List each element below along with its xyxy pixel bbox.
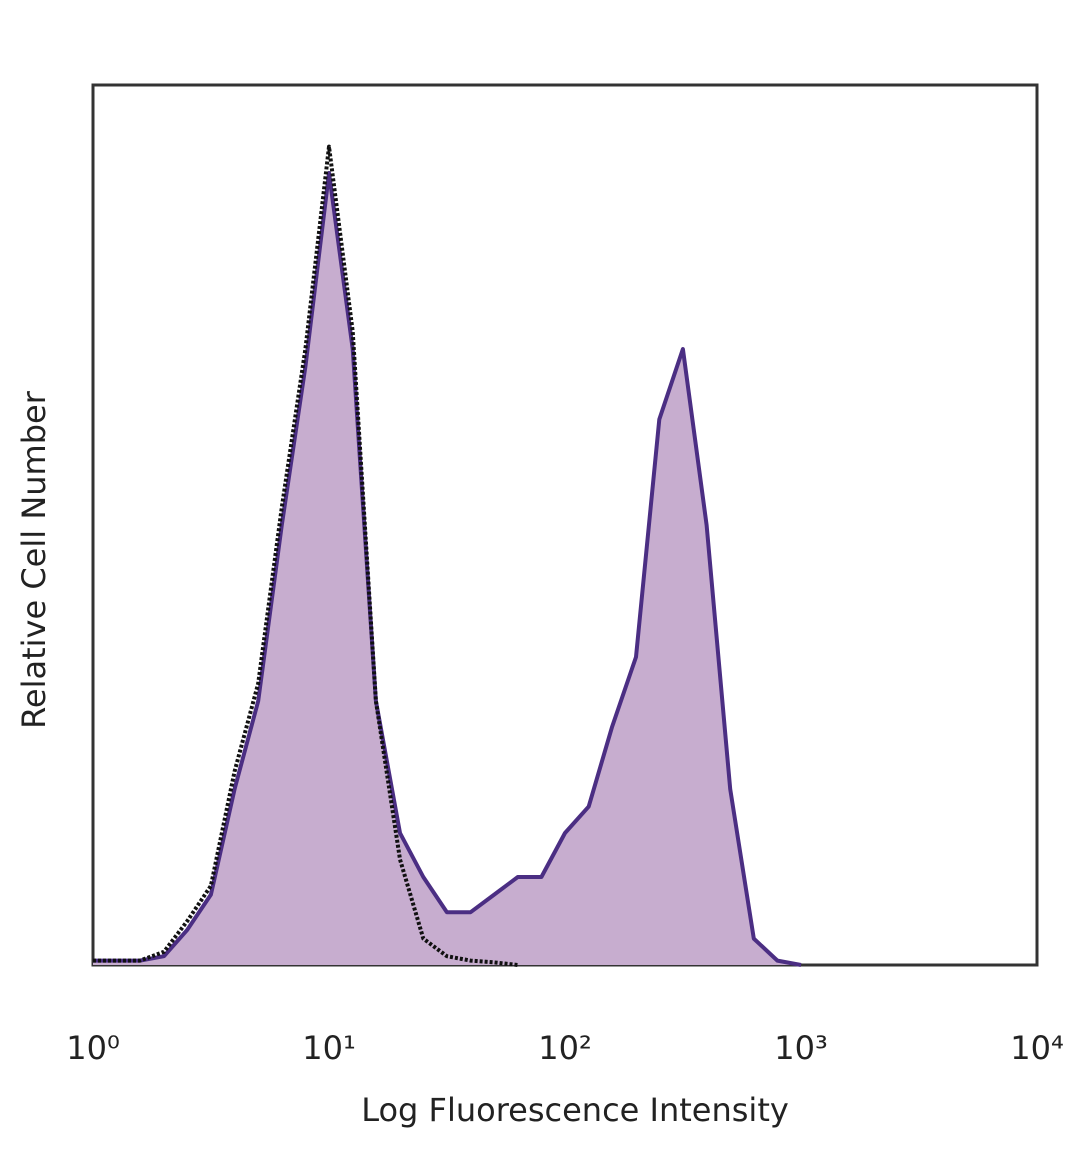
x-tick-label: 10⁰ — [66, 1029, 120, 1067]
x-tick-label: 10³ — [774, 1029, 828, 1067]
x-tick-label: 10² — [538, 1029, 592, 1067]
x-tick-label: 10¹ — [302, 1029, 356, 1067]
histogram-area — [93, 173, 801, 965]
y-axis-label: Relative Cell Number — [15, 390, 53, 729]
x-axis-label: Log Fluorescence Intensity — [361, 1091, 789, 1129]
histogram-line — [93, 144, 519, 967]
histogram-line — [93, 171, 802, 967]
x-tick-label: 10⁴ — [1010, 1029, 1064, 1067]
